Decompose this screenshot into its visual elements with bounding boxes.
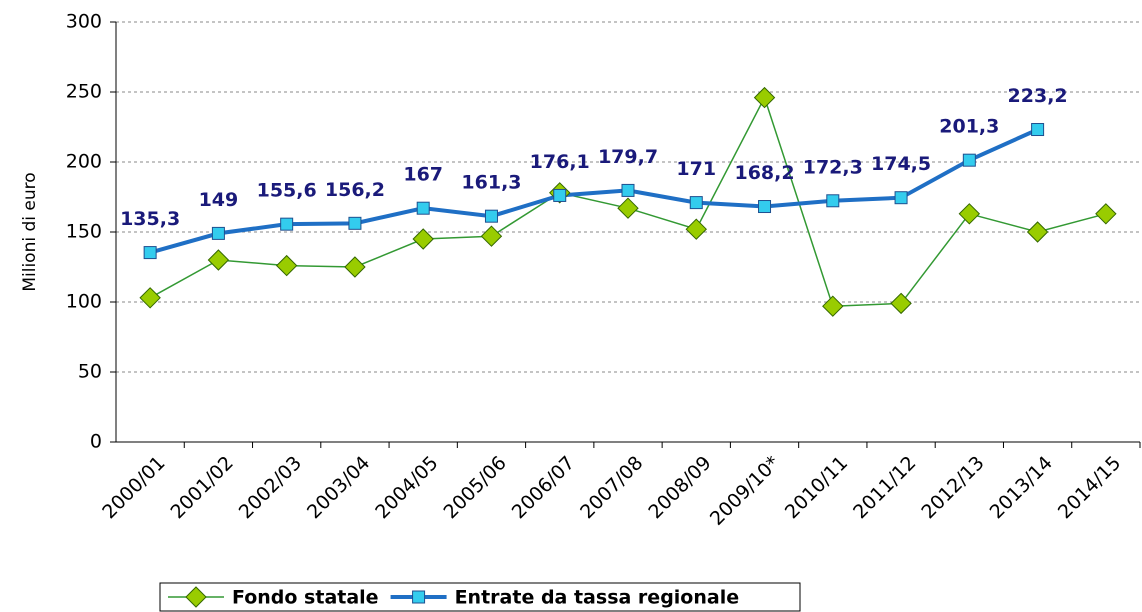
data-point: [1026, 221, 1049, 243]
x-tick-label: 2011/12: [849, 452, 920, 523]
x-tick-label: 2009/10*: [706, 452, 784, 530]
y-tick-label: 0: [90, 431, 102, 453]
value-label: 156,2: [325, 179, 385, 201]
data-point: [143, 246, 157, 260]
legend-label: Fondo statale: [232, 587, 379, 609]
data-point: [553, 188, 567, 202]
value-label: 201,3: [939, 116, 999, 138]
y-tick-label: 100: [66, 291, 102, 313]
legend-box: [159, 582, 801, 612]
x-tick-label: 2006/07: [508, 452, 579, 523]
data-point: [344, 256, 366, 278]
data-point: [617, 197, 639, 219]
data-point: [348, 216, 362, 230]
data-point: [753, 86, 776, 109]
legend-marker: [185, 586, 207, 608]
x-tick-label: 2014/15: [1054, 452, 1125, 523]
value-label: 172,3: [803, 156, 863, 178]
x-tick-label: 2000/01: [98, 452, 169, 523]
x-tick-label: 2012/13: [917, 452, 988, 523]
x-tick-label: 2005/06: [440, 452, 511, 523]
data-point: [890, 292, 912, 315]
value-label: 179,7: [598, 146, 658, 168]
data-point: [480, 225, 503, 247]
value-label: 174,5: [871, 153, 931, 175]
y-tick-label: 150: [66, 221, 102, 243]
legend-marker: [412, 590, 426, 604]
x-tick-label: 2003/04: [303, 452, 374, 523]
value-label: 155,6: [257, 180, 317, 202]
y-tick-label: 300: [66, 11, 102, 33]
x-tick-label: 2001/02: [166, 452, 237, 523]
data-point: [894, 191, 908, 205]
data-point: [280, 217, 294, 231]
data-point: [211, 226, 225, 240]
data-point: [621, 183, 635, 197]
legend-label: Entrate da tassa regionale: [455, 587, 740, 609]
data-point: [139, 287, 161, 309]
value-label: 176,1: [530, 151, 590, 173]
data-point: [962, 153, 976, 167]
value-label: 149: [199, 189, 239, 211]
y-tick-label: 250: [66, 81, 102, 103]
data-point: [826, 194, 840, 208]
data-point: [416, 201, 430, 215]
data-point: [207, 249, 230, 271]
value-label: 168,2: [734, 162, 794, 184]
data-point: [484, 209, 498, 223]
data-point: [958, 203, 981, 225]
x-tick-label: 2013/14: [986, 452, 1057, 523]
y-tick-label: 200: [66, 151, 102, 173]
value-label: 223,2: [1008, 85, 1068, 107]
x-tick-label: 2008/09: [644, 452, 715, 523]
series-line: [149, 127, 1039, 255]
data-point: [1031, 123, 1045, 137]
data-point: [275, 254, 298, 277]
value-label: 167: [403, 164, 443, 186]
value-label: 171: [676, 158, 716, 180]
data-point: [689, 196, 703, 210]
y-axis-title: Milioni di euro: [20, 172, 40, 291]
x-tick-label: 2007/08: [576, 452, 647, 523]
value-label: 135,3: [120, 208, 180, 230]
data-point: [685, 218, 707, 240]
y-tick-label: 50: [78, 361, 102, 383]
x-tick-label: 2004/05: [371, 452, 442, 523]
data-point: [412, 228, 434, 250]
value-label: 161,3: [461, 172, 521, 194]
data-point: [1095, 203, 1117, 225]
data-point: [822, 295, 844, 317]
data-point: [758, 200, 772, 214]
x-tick-label: 2010/11: [781, 452, 852, 523]
x-tick-label: 2002/03: [235, 452, 306, 523]
